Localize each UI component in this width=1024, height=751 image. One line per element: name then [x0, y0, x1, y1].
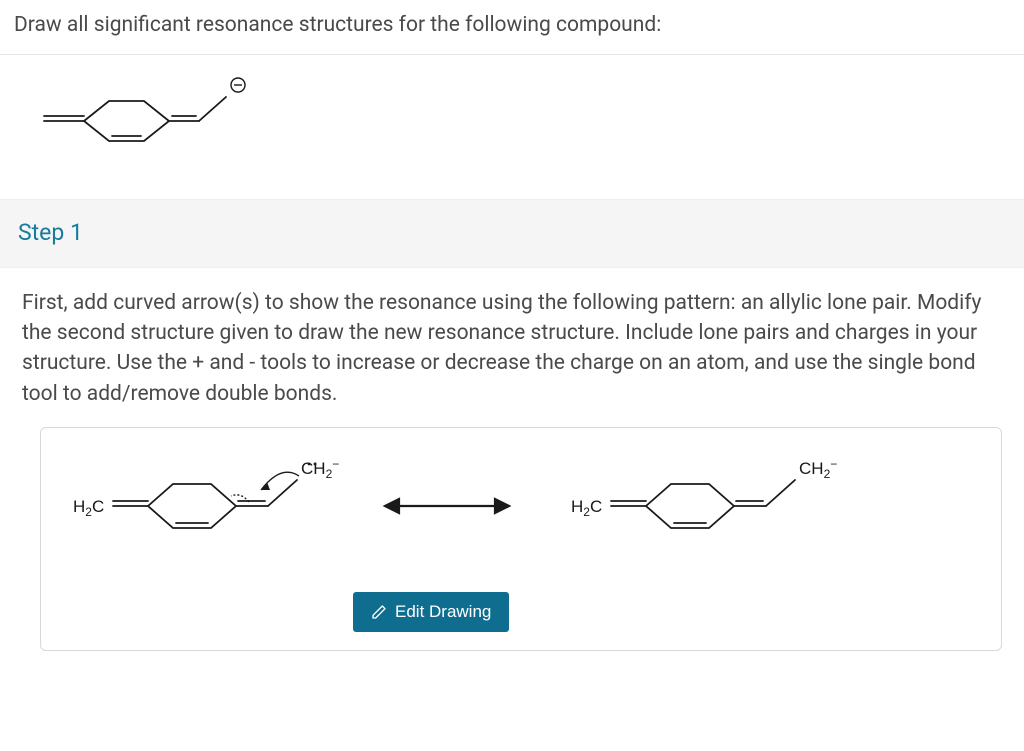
resonance-row: H2C CH2−	[53, 446, 989, 566]
edit-drawing-button[interactable]: Edit Drawing	[353, 592, 509, 632]
resonance-structure-left: H2C CH2−	[53, 446, 343, 566]
edit-drawing-label: Edit Drawing	[395, 602, 491, 622]
label-ch2-anion-left: CH2−	[301, 457, 339, 481]
label-h2c-left: H2C	[73, 497, 104, 519]
resonance-arrow-icon	[367, 486, 527, 526]
label-ch2-anion-right: CH2−	[799, 457, 837, 481]
step-header: Step 1	[0, 199, 1024, 268]
step-instructions: First, add curved arrow(s) to show the r…	[0, 268, 1024, 428]
resonance-structure-right: H2C CH2−	[551, 446, 841, 566]
question-prompt: Draw all significant resonance structure…	[0, 0, 1024, 54]
compound-structure	[0, 55, 1024, 200]
label-h2c-right: H2C	[571, 497, 602, 519]
pencil-icon	[371, 604, 387, 620]
drawing-area: H2C CH2−	[40, 427, 1002, 651]
